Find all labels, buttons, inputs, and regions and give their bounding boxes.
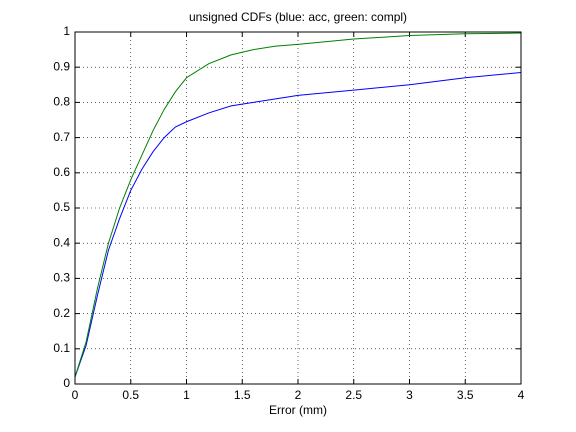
- y-tick-label: 0.5: [53, 200, 70, 214]
- x-tick-label: 2.5: [345, 388, 362, 402]
- x-tick-label: 4: [518, 388, 525, 402]
- y-tick-label: 0.8: [53, 95, 70, 109]
- x-tick-label: 0.5: [122, 388, 139, 402]
- y-tick-label: 0: [63, 376, 70, 390]
- axes-box: [74, 31, 522, 385]
- y-tick-label: 1: [63, 24, 70, 38]
- y-tick-label: 0.4: [53, 235, 70, 249]
- series-line: [74, 32, 522, 378]
- x-tick-label: 3: [406, 388, 413, 402]
- y-tick-label: 0.2: [53, 306, 70, 320]
- x-tick-label: 0: [72, 388, 79, 402]
- x-tick-label: 1.5: [234, 388, 251, 402]
- x-tick-label: 1: [183, 388, 190, 402]
- x-tick-label: 2: [295, 388, 302, 402]
- chart-title: unsigned CDFs (blue: acc, green: compl): [189, 10, 407, 24]
- y-tick-label: 0.6: [53, 165, 70, 179]
- x-axis-label: Error (mm): [269, 403, 327, 417]
- y-tick-label: 0.1: [53, 341, 70, 355]
- y-tick-label: 0.9: [53, 59, 70, 73]
- y-tick-label: 0.3: [53, 271, 70, 285]
- series-line: [74, 71, 522, 378]
- x-tick-label: 3.5: [457, 388, 474, 402]
- y-tick-label: 0.7: [53, 130, 70, 144]
